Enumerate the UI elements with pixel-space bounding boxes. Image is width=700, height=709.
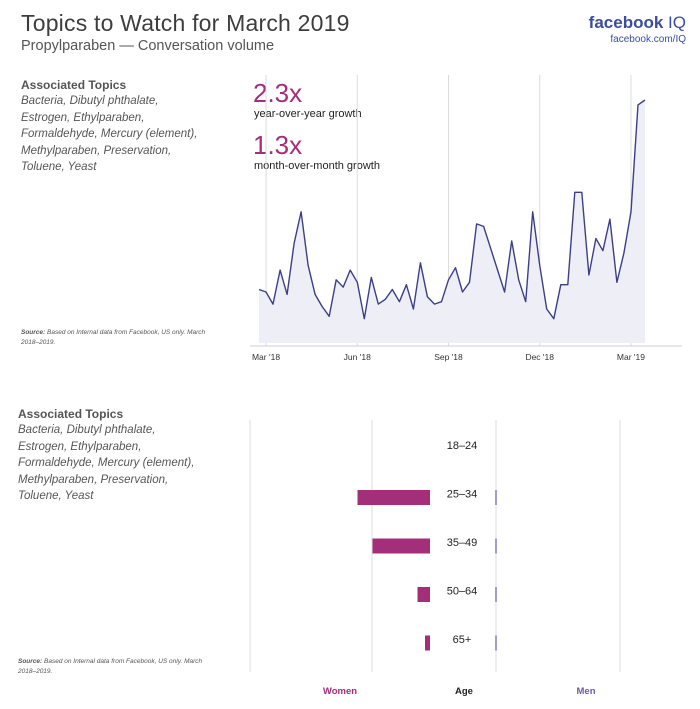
yoy-value: 2.3x — [253, 78, 303, 108]
bar-chart-grid — [249, 420, 621, 672]
brand-name: facebook — [588, 13, 664, 32]
page-title: Topics to Watch for March 2019 — [21, 10, 350, 36]
top-source-label: Source: — [21, 329, 46, 336]
top-source: Source: Based on Internal data from Face… — [21, 328, 221, 348]
bottom-source-label: Source: — [18, 658, 43, 665]
bar-chart-age-labels: 18–24 25–34 35–49 50–64 65+ — [447, 440, 478, 646]
line-chart-series — [258, 99, 646, 320]
x-tick-label: Mar '18 — [252, 352, 280, 362]
age-label: 25–34 — [447, 489, 478, 501]
legend-women: Women — [323, 686, 357, 697]
brand-suffix: IQ — [668, 13, 686, 32]
x-tick-label: Dec '18 — [525, 352, 554, 362]
bottom-source-text: Based on Internal data from Facebook, US… — [18, 658, 203, 675]
age-label: 35–49 — [447, 537, 478, 549]
legend-men: Men — [577, 686, 596, 697]
mom-value: 1.3x — [253, 130, 303, 160]
bar-men — [495, 635, 497, 651]
top-assoc-text: Bacteria, Dibutyl phthalate, Estrogen, E… — [21, 95, 198, 173]
line-chart-x-ticks: Mar '18 Jun '18 Sep '18 Dec '18 Mar '19 — [252, 352, 645, 362]
bar-women — [357, 490, 430, 505]
x-tick-label: Jun '18 — [344, 352, 371, 362]
age-label: 65+ — [453, 634, 472, 646]
age-label: 50–64 — [447, 586, 478, 598]
x-tick-label: Mar '19 — [617, 352, 645, 362]
bar-men — [495, 587, 497, 602]
bottom-source: Source: Based on Internal data from Face… — [18, 657, 218, 677]
brand-url[interactable]: facebook.com/IQ — [610, 34, 686, 45]
mom-label: month-over-month growth — [254, 160, 380, 172]
bar-men — [495, 490, 497, 505]
page-subtitle: Propylparaben — Conversation volume — [21, 38, 275, 54]
line-chart-area — [259, 100, 645, 343]
bar-women — [417, 587, 430, 602]
yoy-label: year-over-year growth — [254, 108, 362, 120]
bottom-assoc-title: Associated Topics — [18, 407, 124, 421]
top-assoc-title: Associated Topics — [21, 78, 127, 92]
top-source-text: Based on Internal data from Facebook, US… — [21, 329, 206, 346]
x-tick-label: Sep '18 — [434, 352, 463, 362]
bottom-assoc-text: Bacteria, Dibutyl phthalate, Estrogen, E… — [18, 424, 195, 502]
bar-women — [372, 538, 430, 554]
bar-men — [495, 538, 497, 554]
bar-chart-bars — [357, 490, 497, 651]
legend-age: Age — [455, 686, 473, 697]
brand-logo[interactable]: facebook IQ — [589, 13, 686, 33]
age-label: 18–24 — [447, 440, 478, 452]
bar-women — [425, 635, 430, 651]
